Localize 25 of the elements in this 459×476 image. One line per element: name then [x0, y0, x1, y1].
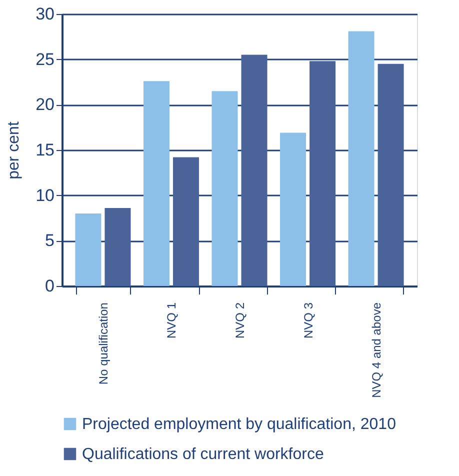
- legend-label: Qualifications of current workforce: [82, 446, 324, 463]
- y-tick-label: 10: [36, 186, 54, 205]
- bar: [212, 91, 238, 286]
- bar: [378, 64, 404, 286]
- bar: [143, 81, 170, 286]
- bar: [348, 31, 374, 286]
- bar: [172, 157, 199, 286]
- bar: [104, 208, 131, 286]
- y-axis-title: per cent: [6, 121, 23, 180]
- x-tick-label: No qualification: [96, 302, 110, 385]
- x-tick-label: NVQ 1: [164, 302, 179, 339]
- legend-label: Projected employment by qualification, 2010: [82, 416, 396, 433]
- x-tick-label: NVQ 3: [301, 302, 316, 339]
- y-tick-label: 5: [45, 231, 54, 250]
- x-tick-label: NVQ 4 and above: [370, 302, 384, 398]
- bar: [310, 61, 336, 286]
- bar: [241, 54, 268, 286]
- x-tick-label: NVQ 2: [233, 302, 247, 339]
- bar: [280, 132, 306, 286]
- bar: [75, 213, 102, 286]
- y-tick-label: 25: [36, 50, 54, 69]
- y-tick-label: 0: [45, 276, 54, 296]
- y-tick-label: 15: [36, 140, 54, 160]
- y-tick-label: 20: [36, 95, 54, 114]
- y-tick-label: 30: [36, 4, 54, 24]
